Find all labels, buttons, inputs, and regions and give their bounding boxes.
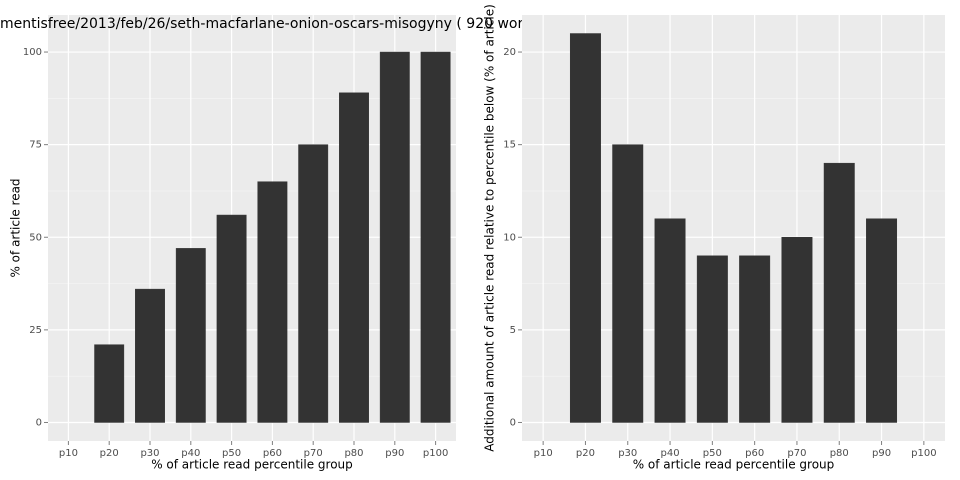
x-tick-label: p20 bbox=[576, 448, 595, 459]
bar bbox=[94, 344, 125, 423]
bar bbox=[823, 162, 855, 423]
bar bbox=[216, 214, 247, 423]
bar bbox=[612, 144, 644, 423]
bar bbox=[298, 144, 329, 423]
x-axis-label: % of article read percentile group bbox=[151, 458, 353, 472]
y-tick-label: 0 bbox=[36, 417, 42, 428]
x-tick-label: p90 bbox=[385, 448, 404, 459]
y-tick-label: 10 bbox=[503, 232, 516, 243]
y-axis-label: % of article read bbox=[9, 178, 23, 277]
x-tick-label: p90 bbox=[872, 448, 891, 459]
y-tick-label: 25 bbox=[29, 325, 42, 336]
x-tick-label: p10 bbox=[534, 448, 553, 459]
x-tick-label: p30 bbox=[618, 448, 637, 459]
bar bbox=[175, 248, 206, 423]
bar bbox=[257, 181, 288, 423]
x-tick-label: p40 bbox=[181, 448, 200, 459]
x-tick-label: p100 bbox=[911, 448, 936, 459]
bar bbox=[339, 92, 369, 423]
bar bbox=[379, 51, 410, 423]
bar bbox=[696, 255, 728, 423]
x-tick-label: p60 bbox=[745, 448, 764, 459]
chart-title: mentisfree/2013/feb/26/seth-macfarlane-o… bbox=[0, 16, 539, 32]
y-tick-label: 50 bbox=[29, 232, 42, 243]
x-tick-label: p70 bbox=[787, 448, 806, 459]
x-tick-label: p30 bbox=[140, 448, 159, 459]
y-tick-label: 75 bbox=[29, 140, 42, 151]
bar bbox=[135, 288, 165, 423]
y-tick-label: 100 bbox=[23, 47, 42, 58]
bar bbox=[739, 255, 771, 423]
x-tick-label: p40 bbox=[661, 448, 680, 459]
x-tick-label: p10 bbox=[59, 448, 78, 459]
y-tick-label: 20 bbox=[503, 47, 516, 58]
x-axis-label: % of article read percentile group bbox=[633, 458, 835, 472]
bar bbox=[569, 33, 601, 423]
y-axis-label: Additional amount of article read relati… bbox=[483, 4, 497, 452]
x-tick-label: p70 bbox=[304, 448, 323, 459]
bar bbox=[420, 51, 451, 423]
x-tick-label: p50 bbox=[703, 448, 722, 459]
x-tick-label: p100 bbox=[423, 448, 448, 459]
x-tick-label: p80 bbox=[344, 448, 363, 459]
x-tick-label: p20 bbox=[100, 448, 119, 459]
y-tick-label: 15 bbox=[503, 140, 516, 151]
x-tick-label: p60 bbox=[263, 448, 282, 459]
x-tick-label: p50 bbox=[222, 448, 241, 459]
bar bbox=[866, 218, 898, 423]
y-tick-label: 5 bbox=[510, 325, 516, 336]
bar bbox=[654, 218, 686, 423]
y-tick-label: 0 bbox=[510, 417, 516, 428]
bar bbox=[781, 237, 813, 423]
x-tick-label: p80 bbox=[830, 448, 849, 459]
